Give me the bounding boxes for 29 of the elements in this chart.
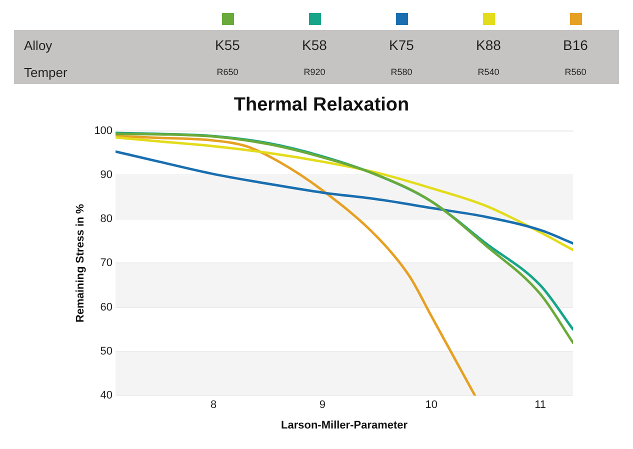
x-tick-label: 11 (534, 399, 546, 412)
legend-label: B16 (562, 37, 589, 53)
text: R920 (302, 67, 326, 77)
legend-label: K58 (301, 37, 328, 53)
x-tick-label: 9 (319, 399, 326, 412)
text: R560 (564, 67, 588, 77)
y-tick-label: 60 (100, 301, 113, 314)
line-series (116, 134, 476, 396)
y-tick-label: 90 (100, 168, 113, 181)
x-tick-label: 10 (425, 399, 438, 412)
y-tick-label: 80 (100, 213, 113, 226)
y-tick-label: 50 (100, 346, 113, 358)
line-series (116, 150, 573, 245)
text: R540 (476, 67, 500, 77)
text: R650 (216, 67, 240, 77)
legend-label: K75 (388, 37, 415, 53)
y-tick-label: 100 (94, 124, 113, 137)
line-series (116, 136, 573, 252)
x-tick-label: 8 (210, 399, 217, 412)
legend-label: K88 (475, 37, 502, 53)
y-tick-label: 40 (100, 390, 113, 402)
y-tick-label: 70 (100, 257, 113, 270)
chart-title: Thermal Relaxation (234, 94, 410, 116)
text: Temper (24, 64, 68, 80)
legend-title: Alloy (24, 38, 54, 52)
y-axis-title: Remaining Stress in % (74, 204, 87, 322)
text: R580 (390, 67, 414, 77)
legend-label: K55 (214, 37, 241, 53)
x-axis-title: Larson-Miller-Parameter (281, 419, 408, 432)
